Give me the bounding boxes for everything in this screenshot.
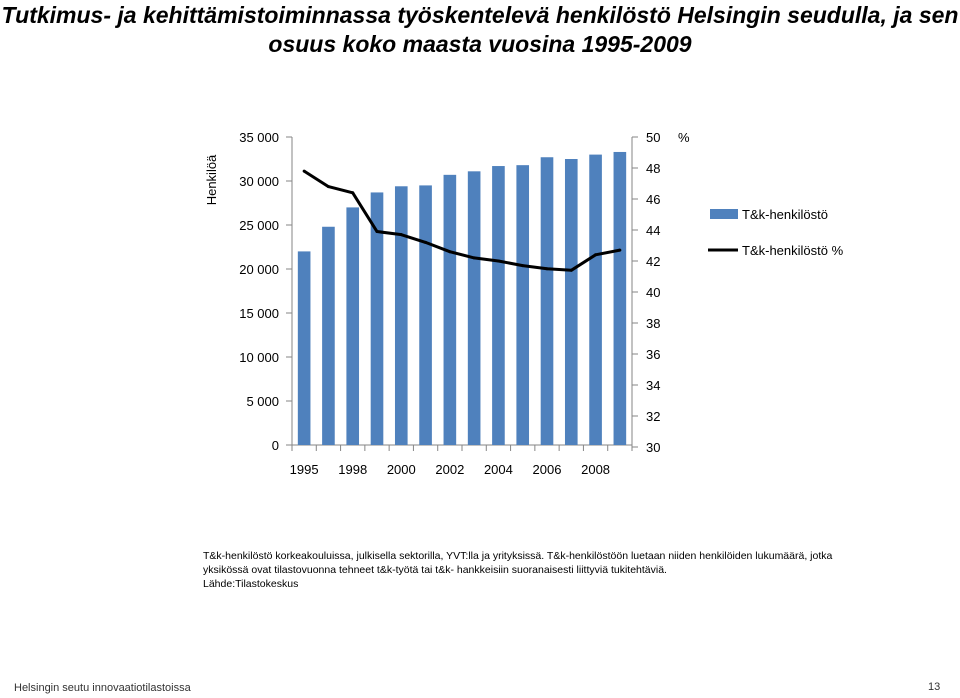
right-tick-label: 32 [646,409,660,424]
bar [394,186,408,445]
x-tick-label: 2000 [387,462,416,477]
chart-title-line2: osuus koko maasta vuosina 1995-2009 [268,31,692,57]
x-tick-label: 2008 [581,462,610,477]
left-tick-label: 30 000 [239,174,279,189]
bar [443,174,457,445]
line-path [303,169,621,272]
line-point [424,240,428,244]
bar [589,154,602,445]
legend-line-label: T&k-henkilöstö % [742,243,844,258]
right-tick-label: 50 [646,130,660,145]
line-point [521,264,525,268]
bar [419,185,432,445]
x-tick-label: 1995 [290,462,319,477]
left-tick-label: 35 000 [239,130,279,145]
line-point [569,268,573,272]
line-point [326,185,330,189]
legend: T&k-henkilöstö T&k-henkilöstö % [708,207,844,258]
left-tick-label: 15 000 [239,306,279,321]
legend-bar-swatch [710,209,738,219]
x-tick-label: 1998 [338,462,367,477]
line-series [302,169,622,272]
left-y-axis: 35 000 30 000 25 000 20 000 15 000 10 000 5 00… [239,130,293,453]
bar [297,251,311,445]
right-tick-label: 38 [646,316,660,331]
x-tick-label: 2004 [484,462,513,477]
line-point [594,253,598,257]
left-tick-label: 25 000 [239,218,279,233]
left-axis-title: Henkilöä [204,154,219,205]
source-note: Lähde:Tilastokeskus [203,578,299,590]
right-tick-label: 42 [646,254,660,269]
right-tick-label: 46 [646,192,660,207]
legend-bar-label: T&k-henkilöstö [742,207,828,222]
line-point [375,230,379,234]
line-point [545,267,549,271]
bar [346,207,360,445]
left-tick-label: 0 [272,438,279,453]
footnote-line1: T&k-henkilöstö korkeakouluissa, julkisel… [203,550,833,562]
page-number: 13 [928,681,941,693]
x-axis: 1995 1998 2000 2002 2004 2006 2008 [290,444,633,477]
bar [516,165,530,445]
right-tick-label: 48 [646,161,660,176]
right-y-axis: 50 48 46 44 42 40 38 36 34 32 30 [631,130,660,455]
left-tick-label: 20 000 [239,262,279,277]
right-tick-label: 30 [646,440,660,455]
bar [322,226,335,445]
line-point [448,250,452,254]
bar [564,159,578,445]
bar [540,157,554,446]
left-tick-label: 10 000 [239,350,279,365]
line-point [302,169,306,173]
right-axis-title: % [678,130,690,145]
line-point [618,248,622,252]
right-tick-label: 36 [646,347,660,362]
right-tick-label: 34 [646,378,660,393]
bar [370,192,384,445]
x-tick-label: 2002 [435,462,464,477]
right-tick-label: 44 [646,223,660,238]
bar-series [297,151,627,446]
x-tick-label: 2006 [533,462,562,477]
line-point [351,191,355,195]
bar [467,171,481,445]
right-tick-label: 40 [646,285,660,300]
footnote-line2: yksikössä ovat tilastovuonna tehneet t&k… [203,564,667,576]
line-point [496,259,500,263]
left-tick-label: 5 000 [246,394,279,409]
line-point [472,256,476,260]
bar [492,166,505,446]
footer-title: Helsingin seutu innovaatiotilastoissa [14,682,191,694]
chart-title-line1: Tutkimus- ja kehittämistoiminnassa työsk… [1,2,959,28]
bar [613,151,627,445]
line-point [399,233,403,237]
